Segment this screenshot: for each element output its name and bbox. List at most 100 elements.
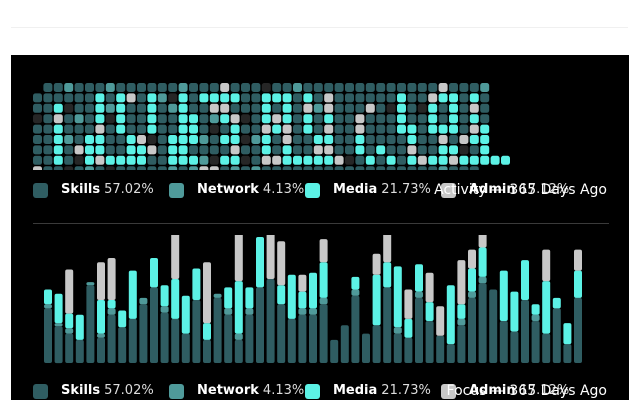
heatmap-cell — [417, 93, 427, 103]
focus-bar-chart — [44, 235, 582, 364]
heatmap-cell — [64, 114, 74, 124]
heatmap-cell — [220, 135, 230, 144]
heatmap-cell — [365, 83, 375, 92]
heatmap-cell — [324, 145, 334, 155]
heatmap-cell — [334, 83, 344, 92]
heatmap-cell — [126, 166, 136, 170]
bar-segment-admin — [277, 241, 286, 286]
heatmap-cell — [251, 114, 261, 124]
legend-name: Media — [333, 182, 378, 197]
heatmap-cell — [272, 145, 282, 155]
heatmap-cell — [397, 124, 406, 134]
heatmap-cell — [345, 166, 354, 170]
heatmap-cell — [459, 93, 469, 103]
bar-segment-admin — [65, 269, 74, 314]
heatmap-cell — [407, 103, 417, 113]
heatmap-cell — [386, 155, 396, 165]
heatmap-cell — [189, 135, 198, 144]
bar-segment-skills — [309, 314, 317, 363]
heatmap-cell — [147, 83, 157, 92]
heatmap-cell — [438, 145, 448, 155]
heatmap-cell — [438, 103, 448, 113]
bar-segment-media — [192, 268, 201, 300]
bar-segment-media — [54, 293, 63, 324]
heatmap-cell — [272, 124, 282, 134]
heatmap-cell — [116, 93, 126, 103]
heatmap-cell — [43, 135, 53, 144]
heatmap-cell — [469, 135, 479, 144]
legend-swatch-media — [305, 183, 320, 198]
heatmap-cell — [355, 103, 365, 113]
heatmap-cell — [386, 103, 396, 113]
heatmap-cell — [189, 124, 198, 134]
heatmap-cell — [43, 155, 53, 165]
heatmap-cell — [126, 124, 136, 134]
heatmap-cell — [74, 114, 84, 124]
bar-segment-media — [181, 295, 190, 334]
heatmap-cell — [53, 145, 63, 155]
heatmap-cell — [230, 83, 240, 92]
heatmap-cell — [438, 93, 448, 103]
heatmap-cell — [365, 124, 375, 134]
bar-segment-media — [372, 274, 381, 326]
bar-segment-skills — [351, 295, 360, 363]
heatmap-cell — [43, 114, 53, 124]
bar-segment-network — [213, 293, 222, 298]
heatmap-cell — [53, 114, 63, 124]
heatmap-cell — [449, 166, 458, 170]
bar-segment-skills — [425, 321, 434, 363]
heatmap-cell — [64, 145, 74, 155]
heatmap-cell — [230, 135, 240, 144]
heatmap-cell — [74, 83, 84, 92]
bar-segment-media — [256, 237, 264, 288]
heatmap-cell — [261, 155, 271, 165]
heatmap-cell — [157, 93, 167, 103]
heatmap-cell — [397, 166, 406, 170]
heatmap-cell — [74, 93, 84, 103]
heatmap-cell — [324, 103, 334, 113]
heatmap-cell — [189, 93, 198, 103]
heatmap-cell — [220, 114, 230, 124]
legend-swatch-admin — [441, 183, 456, 198]
legend-pct: 57.02% — [104, 383, 154, 398]
bar-segment-skills — [468, 297, 476, 363]
heatmap-cell — [355, 155, 365, 165]
heatmap-cell — [251, 83, 261, 92]
heatmap-cell — [137, 83, 146, 92]
heatmap-cell — [241, 145, 250, 155]
heatmap-cell — [345, 145, 354, 155]
heatmap-cell — [376, 155, 386, 165]
heatmap-cell — [282, 124, 292, 134]
heatmap-cell — [209, 145, 219, 155]
heatmap-cell — [137, 145, 146, 155]
heatmap-cell — [449, 145, 458, 155]
heatmap-cell — [95, 103, 105, 113]
heatmap-cell — [43, 166, 53, 170]
heatmap-cell — [105, 93, 115, 103]
heatmap-cell — [272, 155, 282, 165]
heatmap-cell — [282, 135, 292, 144]
heatmap-cell — [53, 155, 63, 165]
bar-segment-media — [478, 247, 487, 277]
heatmap-cell — [469, 166, 479, 170]
heatmap-cell — [303, 93, 313, 103]
heatmap-cell — [116, 166, 126, 170]
heatmap-cell — [282, 155, 292, 165]
heatmap-cell — [293, 135, 302, 144]
heatmap-cell — [53, 93, 63, 103]
heatmap-cell — [137, 93, 146, 103]
heatmap-cell — [490, 155, 500, 165]
heatmap-cell — [407, 124, 417, 134]
heatmap-cell — [189, 166, 198, 170]
heatmap-cell — [261, 93, 271, 103]
heatmap-cell — [428, 114, 438, 124]
bar-segment-skills — [552, 308, 561, 363]
bar-segment-media — [351, 276, 360, 290]
bar-segment-media — [457, 304, 466, 319]
heatmap-cell — [480, 155, 490, 165]
heatmap-cell — [199, 135, 209, 144]
heatmap-cell — [459, 135, 469, 144]
legend-name: Skills — [61, 182, 101, 197]
heatmap-cell — [33, 93, 42, 103]
heatmap-cell — [168, 145, 178, 155]
